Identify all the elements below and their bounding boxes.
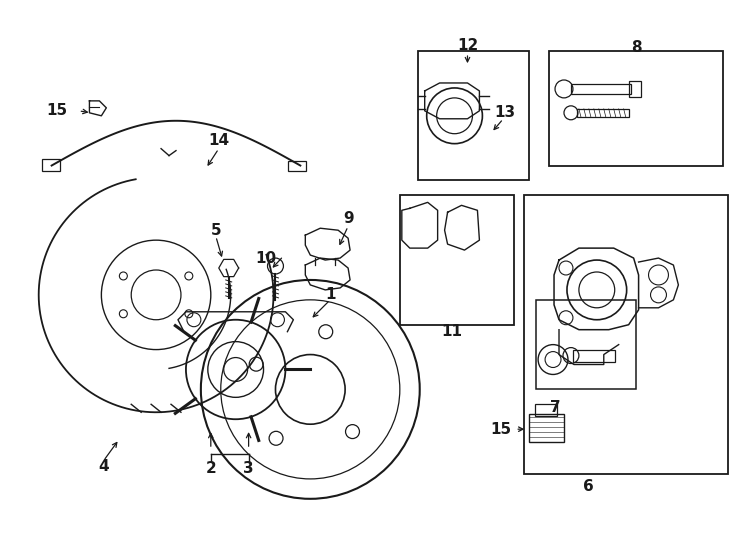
Text: 9: 9 bbox=[343, 211, 353, 226]
Bar bbox=[628, 81, 641, 97]
Bar bbox=[549, 51, 723, 166]
Text: 5: 5 bbox=[211, 222, 221, 238]
Bar bbox=[400, 195, 515, 325]
Text: 4: 4 bbox=[98, 460, 109, 475]
Bar bbox=[577, 109, 628, 117]
Text: 15: 15 bbox=[46, 103, 68, 118]
Text: 11: 11 bbox=[441, 324, 462, 339]
Text: 1: 1 bbox=[325, 287, 335, 302]
Text: 8: 8 bbox=[631, 39, 642, 55]
Bar bbox=[536, 300, 636, 389]
Text: 7: 7 bbox=[550, 400, 560, 415]
Bar bbox=[42, 159, 59, 171]
Bar bbox=[571, 84, 631, 94]
Text: 10: 10 bbox=[255, 251, 276, 266]
Text: 12: 12 bbox=[457, 38, 478, 53]
Bar bbox=[573, 349, 614, 361]
Bar bbox=[524, 195, 728, 474]
Text: 14: 14 bbox=[208, 133, 229, 148]
Text: 15: 15 bbox=[491, 422, 512, 437]
Bar bbox=[418, 51, 529, 180]
Text: 2: 2 bbox=[206, 462, 217, 476]
Text: 13: 13 bbox=[495, 105, 516, 120]
Bar bbox=[529, 414, 564, 442]
Bar bbox=[288, 160, 306, 171]
Text: 6: 6 bbox=[584, 480, 595, 495]
Bar bbox=[535, 404, 557, 416]
Text: 3: 3 bbox=[243, 462, 254, 476]
